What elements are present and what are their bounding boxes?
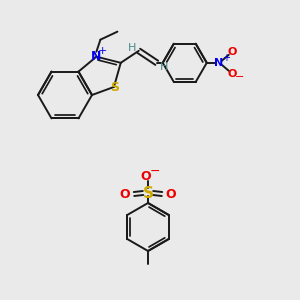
Text: H: H xyxy=(160,62,168,72)
Text: S: S xyxy=(142,185,154,200)
Text: +: + xyxy=(98,46,107,56)
Text: N: N xyxy=(214,58,224,68)
Text: S: S xyxy=(110,82,119,94)
Text: O: O xyxy=(227,47,236,57)
Text: −: − xyxy=(235,72,244,82)
Text: +: + xyxy=(222,53,230,63)
Text: N: N xyxy=(91,50,102,63)
Text: −: − xyxy=(150,164,160,178)
Text: O: O xyxy=(141,169,151,182)
Text: H: H xyxy=(128,43,136,53)
Text: O: O xyxy=(120,188,130,200)
Text: O: O xyxy=(166,188,176,200)
Text: O: O xyxy=(227,69,236,79)
